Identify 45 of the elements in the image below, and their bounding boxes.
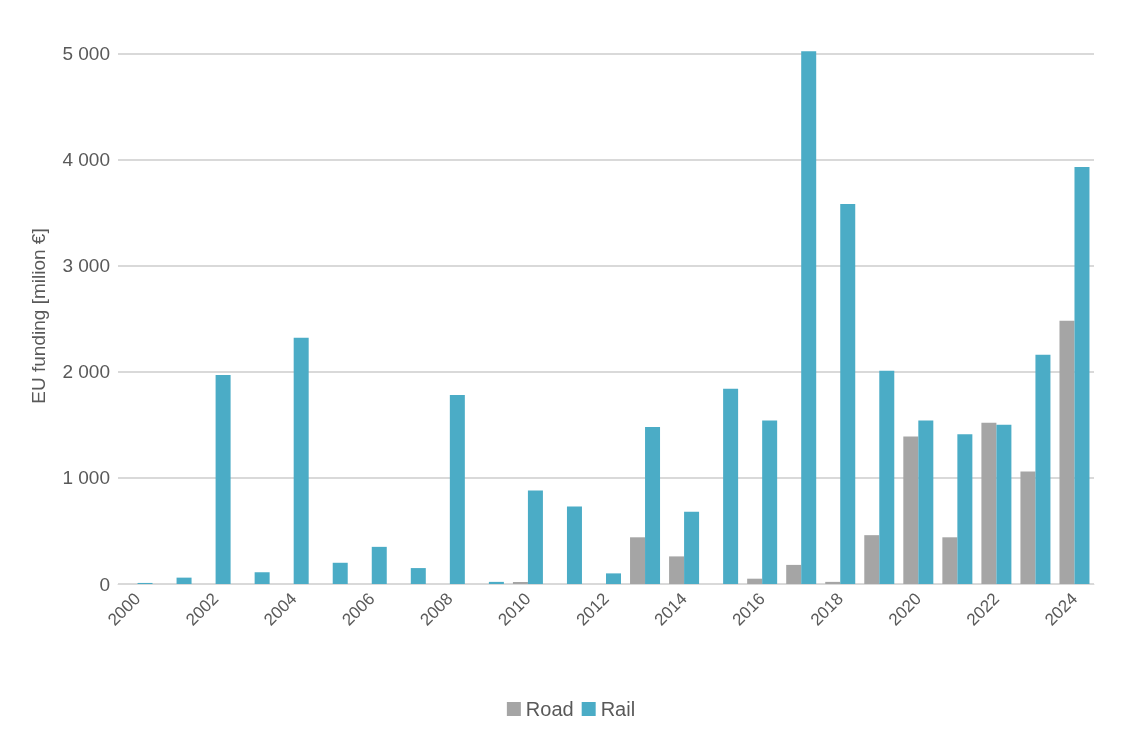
bar xyxy=(449,395,465,584)
y-tick-label: 2 000 xyxy=(62,361,110,383)
legend-label: Rail xyxy=(600,698,636,720)
bar xyxy=(801,51,817,584)
bar xyxy=(864,535,880,584)
bar xyxy=(942,537,958,584)
bar xyxy=(762,420,778,584)
bar xyxy=(996,424,1012,584)
bar xyxy=(512,581,528,584)
bar xyxy=(527,490,543,584)
y-axis-title: EU funding [milion €] xyxy=(28,228,49,404)
bar xyxy=(1074,166,1090,584)
bar xyxy=(645,426,661,584)
bar xyxy=(840,204,856,584)
bar xyxy=(410,568,426,584)
bar xyxy=(981,422,997,584)
bar xyxy=(332,562,348,584)
bar xyxy=(684,511,700,584)
y-tick-label: 0 xyxy=(99,573,110,595)
bar xyxy=(630,537,646,584)
bar xyxy=(786,564,802,584)
y-tick-label: 5 000 xyxy=(62,42,110,64)
bar xyxy=(488,581,504,584)
y-tick-label: 4 000 xyxy=(62,148,110,170)
legend-label: Road xyxy=(525,698,574,720)
bar xyxy=(1035,354,1051,584)
bar xyxy=(254,572,270,584)
bar xyxy=(918,420,934,584)
y-tick-label: 3 000 xyxy=(62,255,110,277)
bar xyxy=(723,388,739,584)
bar xyxy=(1020,471,1036,584)
y-tick-label: 1 000 xyxy=(62,467,110,489)
bar xyxy=(903,436,919,584)
bar xyxy=(957,434,973,584)
bar xyxy=(747,578,763,584)
bar xyxy=(371,546,387,584)
bar xyxy=(825,581,841,584)
bar xyxy=(669,556,685,584)
bar xyxy=(566,506,582,584)
bar xyxy=(606,573,621,584)
bar xyxy=(293,337,309,584)
bar xyxy=(1059,320,1075,584)
bar xyxy=(176,577,192,584)
bar xyxy=(879,370,895,584)
bar xyxy=(215,374,231,584)
